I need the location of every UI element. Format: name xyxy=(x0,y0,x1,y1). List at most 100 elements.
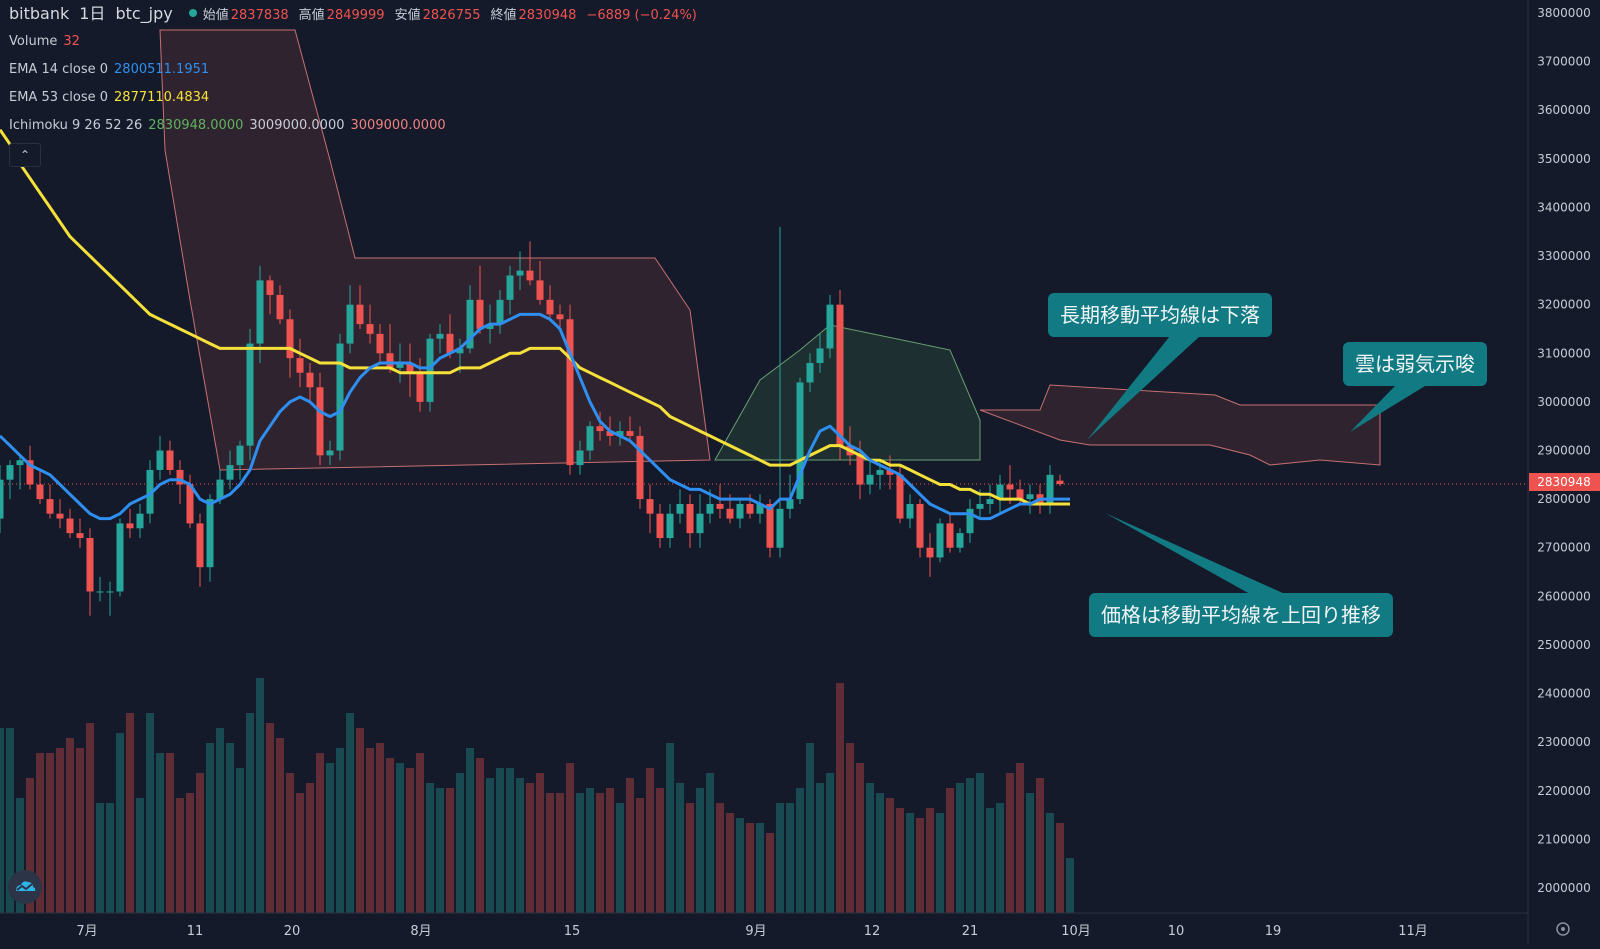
candle-body xyxy=(976,503,984,509)
candle-body xyxy=(236,445,244,466)
candle-body xyxy=(476,299,484,329)
volume-bar xyxy=(396,763,404,913)
volume-bar xyxy=(776,803,784,913)
last-price-tag: 2830948 xyxy=(1529,473,1600,491)
candle-body xyxy=(866,474,874,485)
candle-body xyxy=(706,503,714,514)
candle-body xyxy=(256,280,264,344)
volume-bar xyxy=(156,753,164,913)
candle-body xyxy=(716,503,724,509)
volume-bar xyxy=(726,813,734,913)
candle-body xyxy=(796,382,804,500)
volume-bar xyxy=(296,793,304,913)
y-tick-label: 3200000 xyxy=(1537,298,1590,312)
candle-body xyxy=(126,523,134,529)
volume-bar xyxy=(116,733,124,913)
candle-body xyxy=(186,484,194,524)
volume-bar xyxy=(916,818,924,913)
candle-body xyxy=(266,280,274,295)
candle-body xyxy=(496,299,504,325)
candle-body xyxy=(886,469,894,475)
candle-body xyxy=(636,435,644,500)
high-value: 2849999 xyxy=(326,8,385,23)
y-tick-label: 3500000 xyxy=(1537,152,1590,166)
candle-body xyxy=(1056,480,1064,485)
volume-bar xyxy=(86,723,94,913)
y-tick-label: 2800000 xyxy=(1537,492,1590,506)
interval[interactable]: 1日 xyxy=(79,4,106,23)
volume-bar xyxy=(176,798,184,913)
candle-body xyxy=(656,513,664,538)
volume-bar xyxy=(956,783,964,913)
y-tick-label: 2500000 xyxy=(1537,638,1590,652)
cloud-bearish-future xyxy=(979,384,1381,466)
low-value: 2826755 xyxy=(422,8,481,23)
collapse-legend-button[interactable]: ⌃ xyxy=(9,143,41,167)
volume-bar xyxy=(166,753,174,913)
candle-body xyxy=(306,372,314,388)
candle-body xyxy=(516,270,524,276)
candle-body xyxy=(786,499,794,509)
callout-pointer-price xyxy=(1105,513,1285,594)
candle-body xyxy=(776,508,784,548)
candle-body xyxy=(936,523,944,558)
tradingview-logo[interactable] xyxy=(8,870,42,904)
candle-body xyxy=(916,503,924,548)
candle-body xyxy=(546,299,554,315)
candle-body xyxy=(436,333,444,339)
volume-bar xyxy=(336,748,344,913)
candle-body xyxy=(626,431,634,436)
y-tick-label: 2400000 xyxy=(1537,687,1590,701)
candle-body xyxy=(226,465,234,480)
volume-bar xyxy=(1006,773,1014,913)
volume-bar xyxy=(476,758,484,913)
candle-body xyxy=(606,431,614,436)
symbol-name: btc_jpy xyxy=(115,4,173,23)
volume-bar xyxy=(706,773,714,913)
candle-body xyxy=(416,372,424,402)
y-tick-label: 2700000 xyxy=(1537,541,1590,555)
candle-body xyxy=(326,450,334,456)
candle-body xyxy=(6,465,14,480)
legend-ichimoku[interactable]: Ichimoku 9 26 52 26 2830948.0000 3009000.0… xyxy=(9,118,446,133)
legend-ema14[interactable]: EMA 14 close 0 2800511.1951 xyxy=(9,62,210,77)
candle-body xyxy=(296,358,304,373)
candle-body xyxy=(966,508,974,534)
candle-body xyxy=(376,333,384,354)
volume-bar xyxy=(376,743,384,913)
volume-bar xyxy=(466,748,474,913)
cloud-logo-icon xyxy=(16,881,36,891)
y-tick-label: 3400000 xyxy=(1537,200,1590,214)
volume-bar xyxy=(226,743,234,913)
volume-bar xyxy=(866,783,874,913)
volume-bar xyxy=(926,808,934,913)
x-tick-label: 10月 xyxy=(1061,924,1091,939)
legend-volume[interactable]: Volume 32 xyxy=(9,34,80,49)
volume-bar xyxy=(6,728,14,913)
candle-body xyxy=(756,503,764,514)
y-tick-label: 2900000 xyxy=(1537,444,1590,458)
callout-pointer-cloud xyxy=(1350,386,1425,432)
x-tick-label: 21 xyxy=(962,924,979,939)
settings-icon[interactable] xyxy=(1556,922,1570,936)
candle-body xyxy=(46,499,54,514)
candle-body xyxy=(826,304,834,349)
candle-body xyxy=(26,460,34,485)
x-tick-label: 12 xyxy=(864,924,881,939)
candle-body xyxy=(206,499,214,568)
volume-bar xyxy=(966,778,974,913)
volume-bar xyxy=(146,713,154,913)
volume-bar xyxy=(236,768,244,913)
volume-bar xyxy=(366,748,374,913)
volume-bar xyxy=(936,813,944,913)
volume-bar xyxy=(876,793,884,913)
volume-bar xyxy=(656,788,664,913)
volume-bar xyxy=(196,773,204,913)
legend-ema53[interactable]: EMA 53 close 0 2877110.4834 xyxy=(9,90,210,105)
volume-bar xyxy=(206,743,214,913)
volume-bar xyxy=(306,783,314,913)
x-tick-label: 11月 xyxy=(1398,924,1428,939)
candle-body xyxy=(16,460,24,466)
